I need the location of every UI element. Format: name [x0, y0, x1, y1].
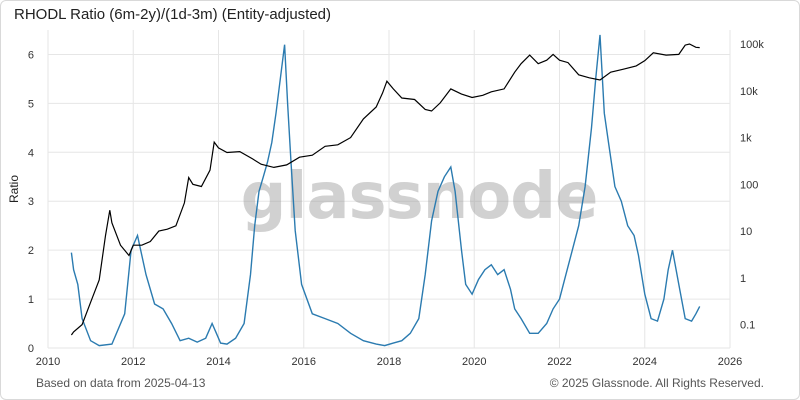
y-tick-label: 4: [28, 147, 34, 159]
footer-copyright: © 2025 Glassnode. All Rights Reserved.: [549, 376, 764, 390]
x-tick-label: 2014: [206, 356, 230, 368]
watermark: glassnode: [241, 160, 598, 234]
y-axis-label: Ratio: [7, 175, 21, 203]
x-tick-label: 2012: [121, 356, 145, 368]
y-tick-label: 1: [28, 294, 34, 306]
x-tick-label: 2026: [718, 356, 742, 368]
y-tick-label: 5: [28, 98, 34, 110]
y2-tick-label: 100: [740, 179, 758, 191]
x-tick-label: 2010: [36, 356, 60, 368]
y2-tick-label: 100k: [740, 39, 764, 51]
y2-tick-label: 1k: [740, 133, 752, 145]
grid: [47, 30, 731, 349]
y-axis-left: 0 1 2 3 4 5 6: [28, 49, 34, 355]
y-tick-label: 0: [28, 343, 34, 355]
x-tick-label: 2022: [547, 356, 571, 368]
chart-title: RHODL Ratio (6m-2y)/(1d-3m) (Entity-adju…: [14, 6, 332, 23]
y-tick-label: 3: [28, 196, 34, 208]
footer-data-date: Based on data from 2025-04-13: [36, 376, 206, 390]
x-tick-label: 2024: [633, 356, 657, 368]
series-line-price: [70, 43, 700, 336]
x-tick-label: 2018: [377, 356, 401, 368]
series-line-rhodl-ratio: [70, 34, 701, 347]
y2-tick-label: 1: [740, 273, 746, 285]
y-tick-label: 2: [28, 245, 34, 257]
x-tick-label: 2020: [462, 356, 486, 368]
x-tick-label: 2016: [292, 356, 316, 368]
y2-tick-label: 10: [740, 226, 752, 238]
y-tick-label: 6: [28, 49, 34, 61]
y2-tick-label: 10k: [740, 86, 758, 98]
x-axis: 2010 2012 2014 2016 2018 2020 2022 2024 2026: [36, 356, 742, 368]
y-axis-right: 0.1 1 10 100 1k 10k 100k: [740, 39, 764, 332]
y2-tick-label: 0.1: [740, 320, 755, 332]
